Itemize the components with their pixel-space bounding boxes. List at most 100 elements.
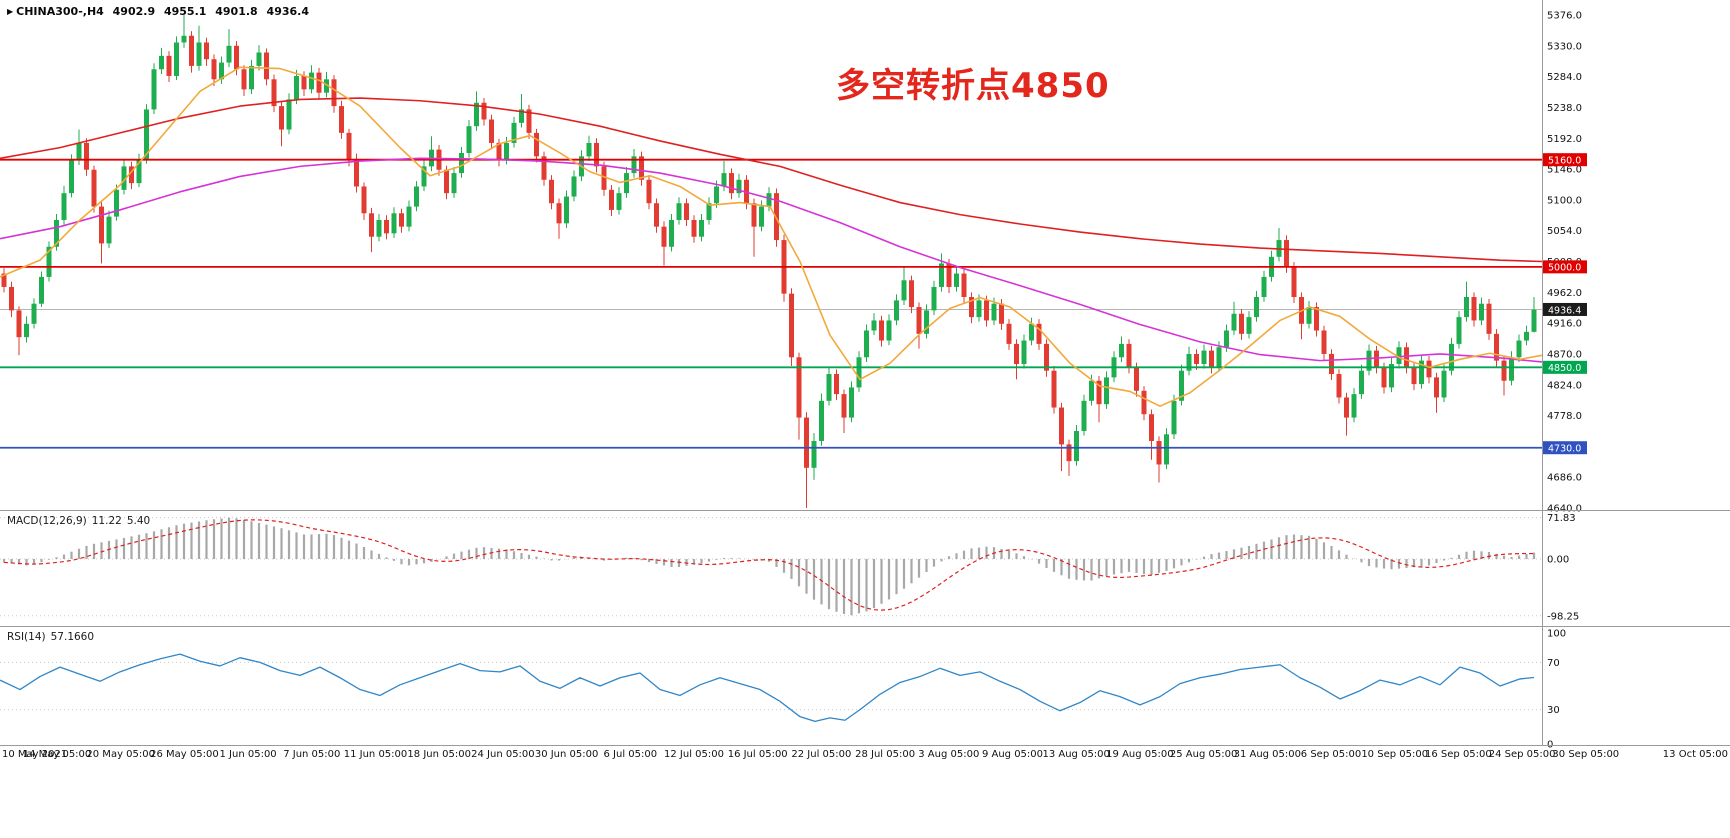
candle-body bbox=[1194, 353, 1199, 364]
time-axis-label: 11 Jun 05:00 bbox=[344, 749, 408, 760]
candle-body bbox=[916, 307, 922, 334]
level-price-badge-text: 4850.0 bbox=[1548, 363, 1581, 374]
candle-body bbox=[1389, 363, 1394, 388]
time-axis-label: 22 Jul 05:00 bbox=[791, 749, 851, 760]
candle-body bbox=[924, 310, 929, 334]
candle-body bbox=[1014, 343, 1019, 364]
time-axis-label: 16 Sep 05:00 bbox=[1425, 749, 1492, 760]
candle-body bbox=[1089, 380, 1094, 401]
candle-body bbox=[376, 219, 382, 237]
main-price-panel[interactable] bbox=[0, 15, 1543, 508]
level-price-badge bbox=[1543, 153, 1587, 167]
candle-body bbox=[661, 226, 667, 247]
candle-body bbox=[451, 173, 457, 194]
candle-body bbox=[849, 387, 854, 418]
candle-body bbox=[331, 79, 337, 107]
price-axis-label: 5146.0 bbox=[1547, 165, 1582, 176]
time-axis-label: 13 Aug 05:00 bbox=[1042, 749, 1109, 760]
candle-body bbox=[976, 300, 982, 318]
price-axis-label: 5192.0 bbox=[1547, 134, 1582, 145]
macd-axis-label: 0.00 bbox=[1547, 555, 1569, 566]
candle-body bbox=[1366, 350, 1372, 371]
candle-body bbox=[1449, 343, 1454, 371]
panel-frame bbox=[0, 0, 1730, 746]
macd-panel[interactable] bbox=[0, 516, 1542, 617]
candle-body bbox=[1464, 297, 1469, 318]
candle-body bbox=[189, 35, 194, 66]
candle-body bbox=[1479, 303, 1484, 321]
candle-body bbox=[759, 206, 764, 227]
candle-body bbox=[459, 152, 464, 174]
candle-body bbox=[811, 441, 817, 468]
candle-body bbox=[1441, 370, 1447, 398]
time-axis-label: 20 May 05:00 bbox=[86, 749, 155, 760]
candle-body bbox=[294, 75, 299, 100]
candle-body bbox=[969, 297, 974, 318]
time-axis-label: 10 May 2021 bbox=[2, 749, 67, 760]
price-axis-label: 4686.0 bbox=[1547, 473, 1582, 484]
macd-axis-label: 71.83 bbox=[1547, 513, 1576, 524]
time-axis-label: 9 Aug 05:00 bbox=[982, 749, 1043, 760]
candle-body bbox=[624, 173, 629, 194]
symbol-timeframe-label: CHINA300-,H4 bbox=[16, 5, 104, 18]
candle-body bbox=[421, 166, 427, 187]
candle-body bbox=[279, 106, 284, 130]
candle-body bbox=[324, 79, 329, 93]
candle-body bbox=[1246, 317, 1252, 334]
time-axis-label: 28 Jul 05:00 bbox=[855, 749, 915, 760]
ma-fast-line bbox=[0, 66, 1543, 407]
candle-body bbox=[1201, 350, 1207, 364]
candle-body bbox=[316, 72, 322, 93]
candle-body bbox=[354, 159, 359, 187]
candle-body bbox=[864, 330, 869, 358]
candle-body bbox=[76, 142, 82, 160]
candle-body bbox=[301, 75, 307, 90]
candle-body bbox=[1209, 350, 1214, 368]
candle-body bbox=[1531, 309, 1537, 332]
symbol-info-bar: ▶ CHINA300-,H4 4902.9 4955.1 4901.8 4936.… bbox=[7, 5, 309, 18]
candle-body bbox=[1239, 313, 1244, 334]
price-scale[interactable]: 5376.0 5330.0 5284.0 5238.0 5192.0 5146.0 5100… bbox=[1543, 11, 1587, 751]
candle-body bbox=[91, 169, 97, 207]
candle-body bbox=[1149, 414, 1154, 442]
time-axis-label: 16 Jul 05:00 bbox=[728, 749, 788, 760]
rsi-panel[interactable] bbox=[0, 653, 1542, 723]
candle-body bbox=[504, 142, 509, 160]
candle-body bbox=[391, 213, 397, 234]
candle-body bbox=[219, 62, 224, 80]
time-axis-label: 26 May 05:00 bbox=[150, 749, 219, 760]
candle-body bbox=[961, 273, 967, 298]
candle-body bbox=[489, 119, 494, 143]
candle-body bbox=[1029, 323, 1034, 341]
candle-body bbox=[1314, 307, 1319, 331]
ma-mid-line bbox=[0, 157, 1543, 363]
candle-body bbox=[46, 246, 52, 277]
rsi-axis-label: 70 bbox=[1547, 658, 1560, 669]
candle-body bbox=[804, 417, 809, 468]
candle-body bbox=[271, 79, 277, 107]
candle-body bbox=[1171, 400, 1177, 435]
candle-body bbox=[1074, 430, 1079, 462]
macd-signal-line bbox=[3, 519, 1535, 611]
candle-body bbox=[541, 156, 547, 180]
time-axis-label: 12 Jul 05:00 bbox=[664, 749, 724, 760]
time-axis-label: 24 Jun 05:00 bbox=[471, 749, 535, 760]
candle-body bbox=[1494, 333, 1499, 361]
time-axis-label: 6 Jul 05:00 bbox=[603, 749, 657, 760]
level-price-badge bbox=[1543, 260, 1587, 274]
candle-body bbox=[1, 273, 7, 287]
candle-body bbox=[1329, 353, 1334, 375]
candle-body bbox=[1096, 380, 1102, 405]
candle-body bbox=[1516, 340, 1522, 358]
candle-body bbox=[526, 109, 532, 133]
candle-body bbox=[159, 55, 164, 70]
time-axis-label: 31 Aug 05:00 bbox=[1234, 749, 1301, 760]
level-price-badge bbox=[1543, 360, 1587, 374]
candle-body bbox=[16, 310, 22, 338]
candle-body bbox=[939, 263, 944, 287]
candle-body bbox=[1509, 357, 1514, 381]
price-axis-label: 5284.0 bbox=[1547, 72, 1582, 83]
candle-body bbox=[99, 206, 104, 244]
